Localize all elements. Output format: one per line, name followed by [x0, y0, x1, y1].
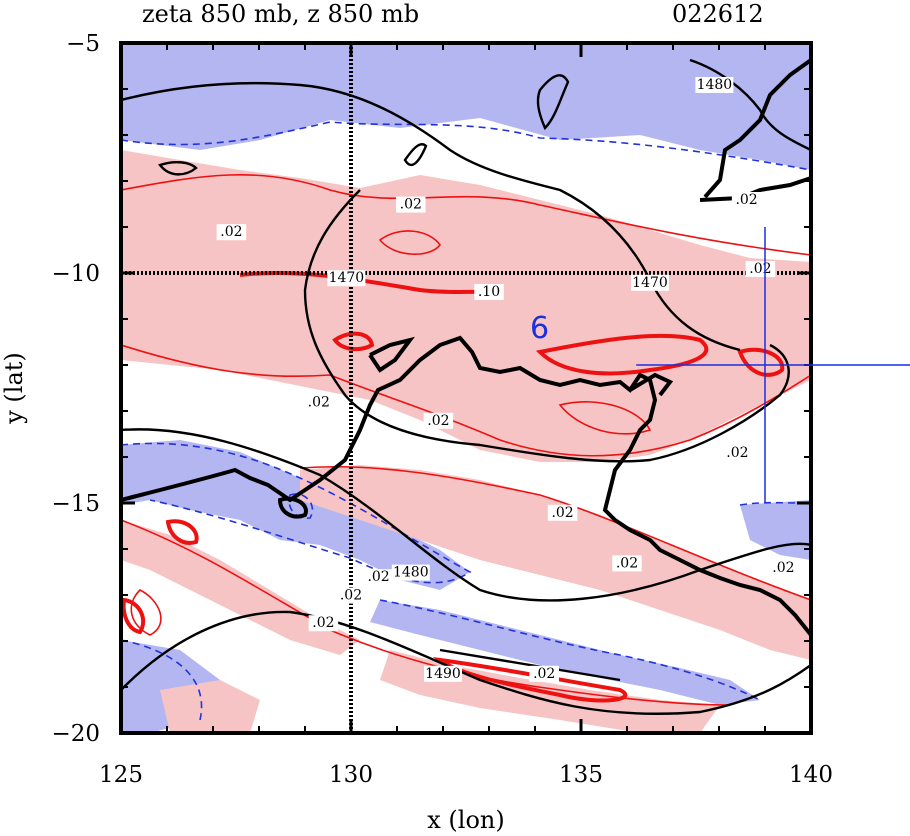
contour-label: .02	[308, 394, 330, 410]
contour-label: .02	[367, 569, 389, 585]
coastline-main	[121, 335, 811, 637]
neg-contour-2	[121, 442, 472, 584]
contour-label: .02	[735, 192, 757, 208]
x-tick-label: 130	[329, 762, 373, 788]
height-contour-1470-b	[303, 189, 790, 463]
height-contour-closed-2	[158, 160, 198, 176]
neg-region-east	[740, 500, 811, 560]
x-axis-label: x (lon)	[427, 806, 504, 834]
contour-label-bg	[695, 77, 734, 93]
contour-label-bg	[308, 615, 339, 632]
pos-contour-thick-5	[332, 331, 375, 352]
pos-contour-6	[558, 401, 652, 435]
x-tick-label: 125	[99, 762, 143, 788]
contour-label: .02	[749, 261, 771, 277]
chart-timestamp: 022612	[672, 0, 764, 28]
contour-label-bg	[722, 445, 753, 461]
contour-label: .02	[312, 615, 334, 631]
contour-label: .02	[533, 666, 555, 682]
neg-contour-1	[121, 121, 811, 171]
pos-region-south	[300, 465, 811, 660]
x-tick-label: 135	[559, 762, 603, 788]
chart-title: zeta 850 mb, z 850 mb	[142, 0, 419, 28]
contour-label-bg	[768, 560, 799, 576]
contour-label: .02	[220, 224, 242, 240]
contour-label-bg	[336, 587, 366, 604]
neg-contour-5	[121, 639, 203, 721]
coastline-bay	[628, 372, 674, 397]
y-tick-label: −20	[51, 721, 100, 747]
contour-label: 1470	[632, 275, 668, 291]
y-tick-label: −10	[51, 261, 100, 287]
neg-contour-4	[739, 501, 811, 506]
height-contour-1490-a	[121, 610, 811, 715]
contour-label: .02	[427, 413, 449, 429]
contour-label-bg	[304, 394, 334, 411]
coastline-north	[703, 58, 811, 199]
height-contour-1480	[121, 428, 811, 602]
pos-contour-2	[121, 344, 811, 457]
contour-label-bg	[216, 224, 247, 241]
height-contour-closed-3	[403, 143, 428, 167]
contour-label-bg	[612, 555, 642, 572]
storm-marker-group: 6	[530, 227, 910, 503]
contour-label: .02	[726, 445, 748, 461]
vorticity-contour-labels: .02 .02 .02 .02 .10 .02 .02 .02 .02 .02 .02 .02 .02.…	[216, 192, 799, 682]
y-tick-label: −5	[66, 31, 100, 57]
x-tick-label: 140	[789, 762, 833, 788]
coastline-island	[277, 496, 308, 519]
contour-label: 1480	[697, 77, 733, 93]
height-contour-labels: 1470 1470 1480 1480 1490	[327, 77, 734, 682]
plot-field	[121, 43, 811, 733]
contour-label: 1480	[393, 565, 429, 581]
y-tick-label: −15	[51, 491, 100, 517]
contour-label-bg	[424, 665, 462, 682]
coastline-west-coast	[368, 336, 415, 373]
contour-label-bg	[731, 192, 762, 208]
pos-contour-1	[121, 174, 811, 256]
contour-label: 1470	[329, 270, 365, 286]
contour-label: .02	[551, 505, 573, 521]
height-contour-east	[689, 58, 811, 152]
contour-label-bg	[529, 665, 559, 682]
pos-contour-thick-4	[432, 657, 628, 703]
contour-label: 1490	[425, 666, 461, 682]
height-contour-closed-1	[536, 74, 570, 131]
pos-contour-thick-7	[121, 597, 146, 635]
height-contour-1490-b	[439, 648, 621, 682]
contour-label-bg	[547, 504, 578, 521]
pos-contour-5	[378, 230, 441, 255]
pos-contour-3	[299, 465, 811, 601]
pos-contour-thick-6	[165, 519, 199, 545]
contour-label-bg	[363, 569, 394, 586]
contour-label: .02	[772, 560, 794, 576]
contour-label-bg	[391, 564, 430, 581]
pos-contour-thick-3	[737, 347, 785, 377]
contour-label: .02	[400, 197, 422, 213]
neg-contour-6	[288, 493, 314, 519]
contour-label: .10	[478, 284, 500, 300]
coastline-top-arm	[699, 176, 811, 202]
pos-region-southwest	[121, 520, 360, 655]
axis-ticks: 125 130 135 140 −5 −10 −15 −20	[51, 31, 833, 788]
pos-contour-7	[130, 589, 162, 636]
y-axis-label: y (lat)	[0, 352, 28, 425]
contour-label-bg	[474, 284, 504, 300]
contour-label-bg	[396, 196, 426, 213]
pos-contour-4	[121, 519, 731, 706]
plot-frame	[119, 41, 813, 735]
contour-label: .02	[340, 588, 362, 604]
neg-region-southeast	[370, 600, 760, 705]
neg-region-north	[121, 43, 811, 170]
contour-label-bg	[631, 274, 669, 291]
contour-label-bg	[423, 412, 454, 429]
neg-contour-3	[379, 599, 761, 701]
storm-symbol: 6	[530, 311, 549, 346]
pos-contour-thick-2	[535, 333, 709, 376]
contour-label-bg	[327, 270, 366, 287]
pos-region-lowerleft	[160, 680, 260, 733]
contour-label-bg	[745, 261, 776, 277]
contour-label: .02	[616, 555, 638, 571]
